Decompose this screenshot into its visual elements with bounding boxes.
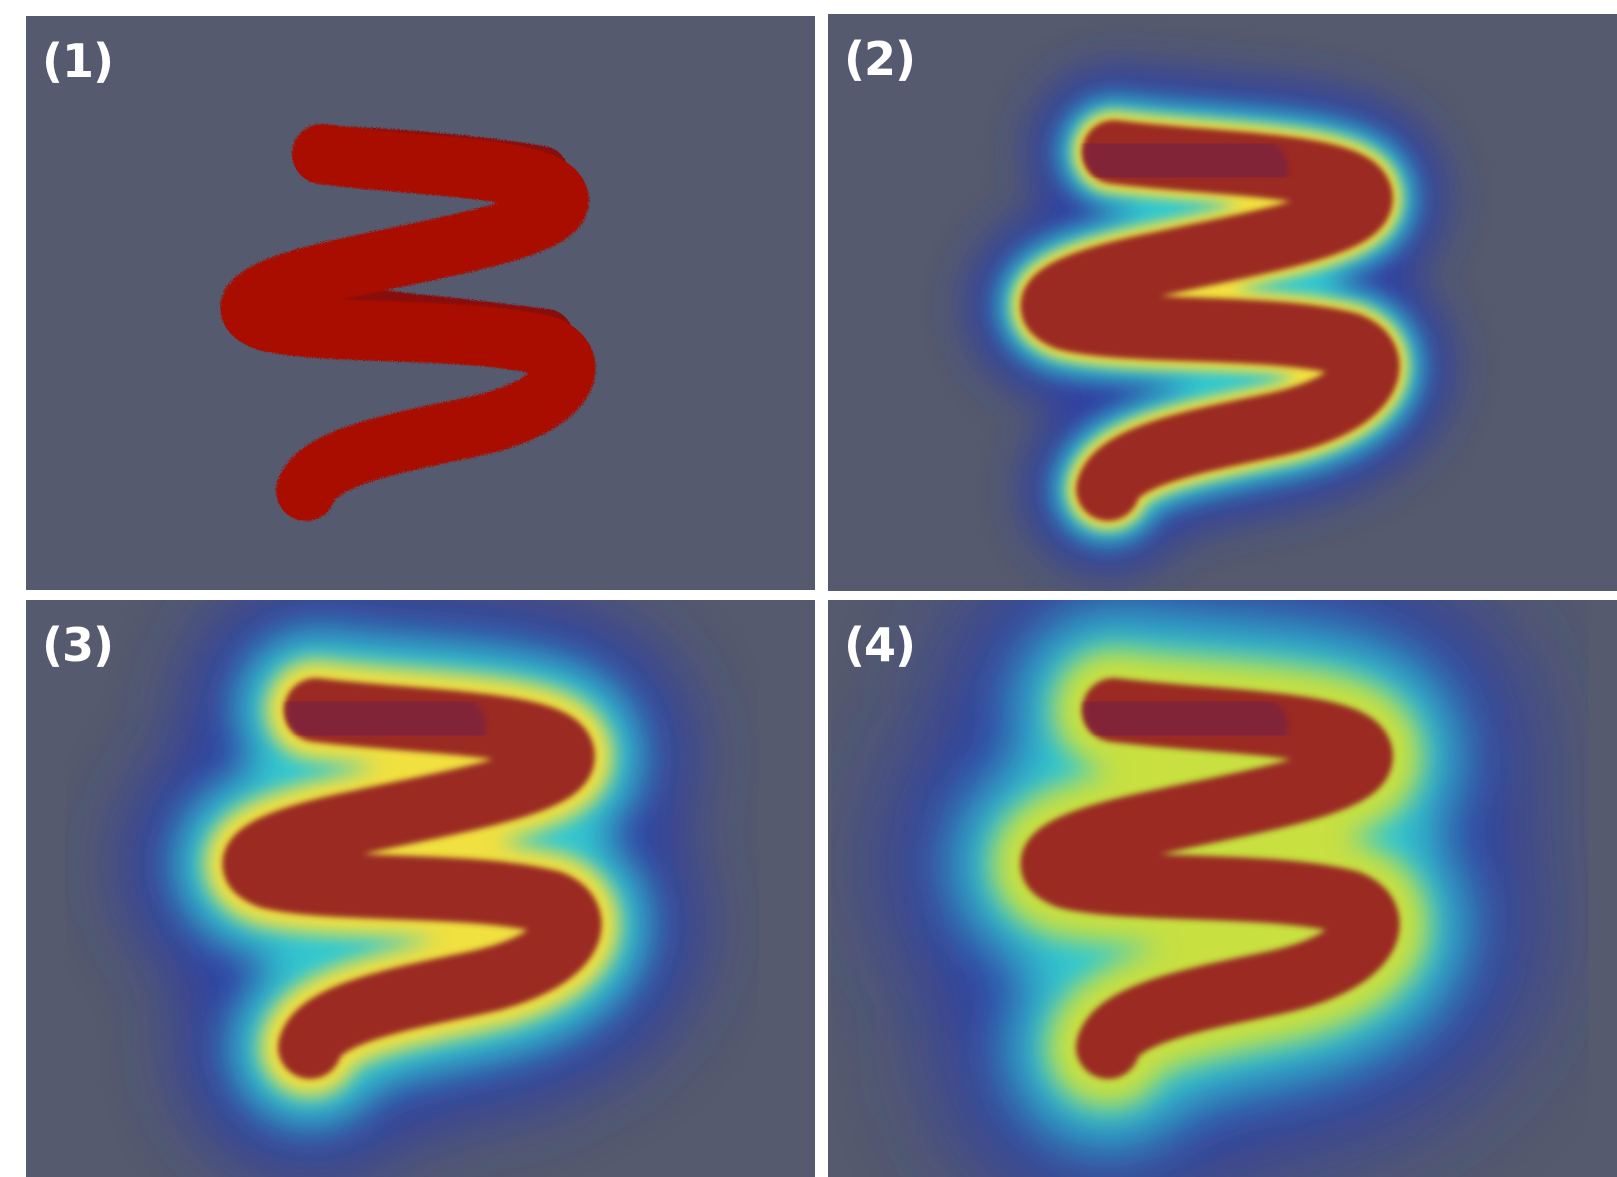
- panel-label: (4): [844, 618, 916, 672]
- helix-shape: [888, 600, 1533, 1177]
- helix-shape: [968, 67, 1453, 574]
- helix-blur-render: [888, 600, 1533, 1177]
- helix-shape: [125, 600, 700, 1177]
- panel-1: (1): [26, 16, 815, 590]
- helix-shape: [220, 124, 596, 521]
- helix-blur-render: [968, 67, 1453, 574]
- helix-blur-render: [125, 600, 700, 1177]
- panel-2: (2): [828, 14, 1617, 591]
- panel-4: (4): [828, 600, 1617, 1177]
- panel-label: (1): [42, 34, 114, 88]
- panel-3: (3): [26, 600, 815, 1177]
- helix-raw-render: [220, 124, 596, 521]
- panel-label: (3): [42, 618, 114, 672]
- panel-label: (2): [844, 32, 916, 86]
